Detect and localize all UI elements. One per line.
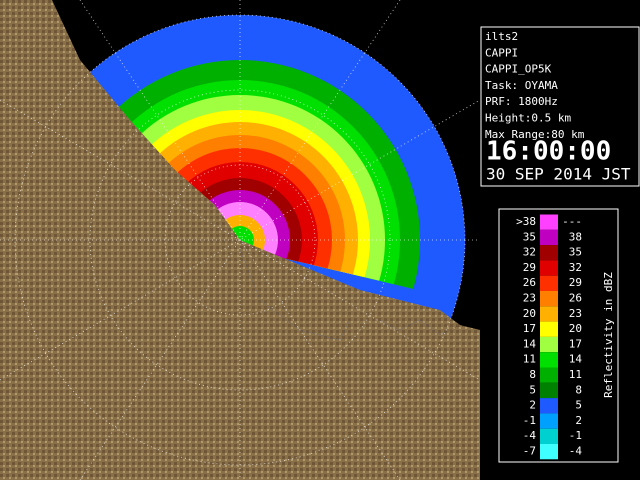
legend-swatch (540, 245, 558, 261)
legend-low: 23 (523, 292, 536, 305)
date: 30 SEP 2014 JST (486, 165, 631, 184)
legend-high: 17 (569, 337, 582, 350)
legend-low: 8 (529, 368, 536, 381)
info-lines: ilts2 CAPPI CAPPI_OP5K Task: OYAMA PRF: 1800… (485, 30, 585, 141)
legend-swatch (540, 367, 558, 383)
time: 16:00:00 (486, 137, 611, 167)
legend-swatch (540, 291, 558, 307)
legend-high: 2 (575, 414, 582, 427)
legend: >38 --- 35 38 32 35 29 32 26 29 23 26 20 23 17 20 14 17 11… (516, 214, 583, 460)
legend-swatch (540, 428, 558, 444)
legend-low: -1 (523, 414, 536, 427)
legend-swatch (540, 321, 558, 337)
legend-low: 14 (523, 337, 537, 350)
legend-high: 11 (569, 368, 582, 381)
legend-low: 5 (529, 383, 536, 396)
legend-swatch (540, 398, 558, 414)
info-line: CAPPI (485, 46, 518, 59)
legend-low: -7 (523, 445, 536, 458)
legend-low: >38 (516, 215, 536, 228)
info-line: CAPPI_OP5K (485, 63, 552, 76)
legend-high: 14 (569, 353, 583, 366)
legend-low: 29 (523, 261, 536, 274)
legend-low: 32 (523, 246, 536, 259)
legend-low: 2 (529, 399, 536, 412)
legend-high: 8 (575, 383, 582, 396)
legend-swatch (540, 275, 558, 291)
legend-low: 26 (523, 276, 536, 289)
land (0, 0, 460, 340)
legend-low: -4 (523, 429, 537, 442)
info-line: Height:0.5 km (485, 112, 571, 125)
legend-high: -4 (569, 445, 583, 458)
info-line: Task: OYAMA (485, 79, 558, 92)
legend-low: 11 (523, 353, 536, 366)
legend-high: 32 (569, 261, 582, 274)
info-panel (480, 26, 640, 187)
info-line: Max Range:80 km (485, 128, 585, 141)
legend-low: 17 (523, 322, 536, 335)
legend-low: 35 (523, 230, 536, 243)
legend-high: --- (562, 215, 582, 228)
legend-high: 29 (569, 276, 582, 289)
info-line: PRF: 1800Hz (485, 95, 558, 108)
info-line: ilts2 (485, 30, 518, 43)
legend-swatch (540, 229, 558, 246)
legend-swatch (540, 413, 558, 429)
legend-swatch (540, 444, 558, 460)
legend-high: 26 (569, 292, 582, 305)
legend-swatch (540, 352, 558, 368)
legend-high: 23 (569, 307, 582, 320)
legend-low: 20 (523, 307, 536, 320)
legend-swatch (540, 306, 558, 322)
legend-high: 38 (569, 230, 582, 243)
map (0, 0, 481, 480)
legend-swatch (540, 214, 558, 230)
legend-high: 35 (569, 246, 582, 259)
legend-high: -1 (569, 429, 582, 442)
legend-swatch (540, 336, 558, 353)
legend-box (498, 208, 619, 463)
legend-high: 5 (575, 399, 582, 412)
legend-swatch (540, 260, 558, 276)
legend-high: 20 (569, 322, 582, 335)
legend-title: Reflectivity in dBZ (602, 272, 615, 398)
legend-swatch (540, 382, 558, 399)
